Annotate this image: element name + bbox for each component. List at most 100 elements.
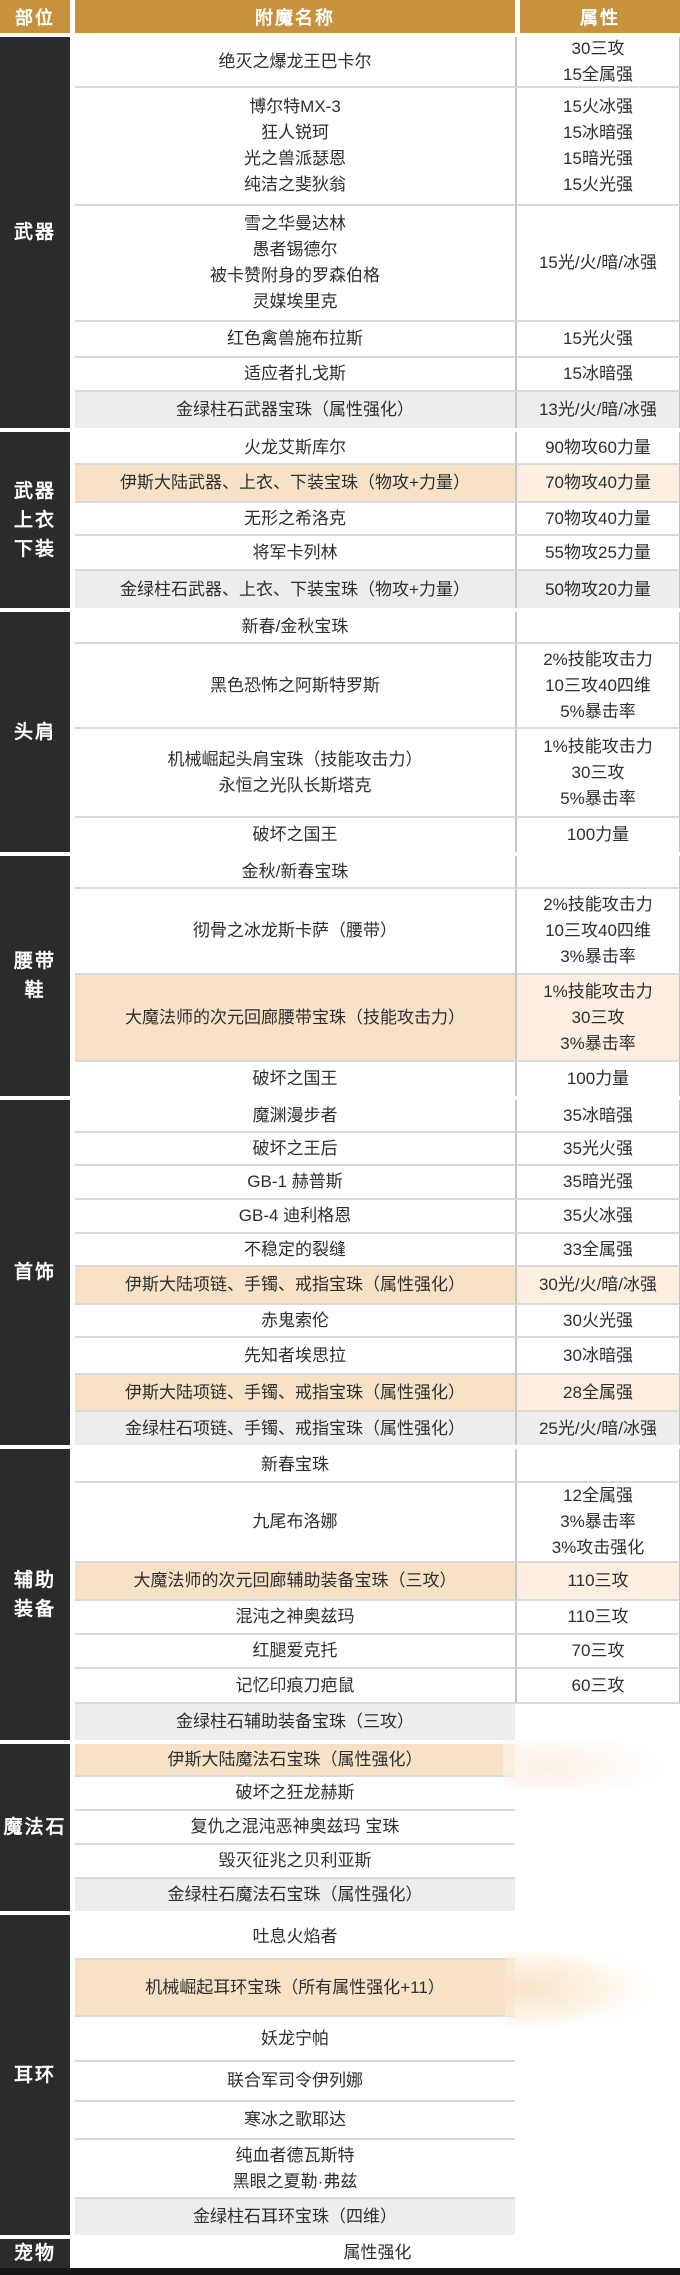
equipment-group: 耳环 吐息火焰者 机械崛起耳环宝珠（所有属性强化+11） 妖龙宁帕 联合军司令伊列娜 寒冰…: [0, 1915, 680, 2235]
attr-cell: 50物攻20力量: [515, 571, 680, 608]
table-row: 混沌之神奥兹玛 110三攻: [75, 1601, 680, 1635]
enchant-name-cell: 雪之华曼达林 愚者锡德尔 被卡赞附身的罗森伯格 灵媒埃里克: [75, 206, 515, 322]
text-line: GB-4 迪利格恩: [238, 1206, 352, 1225]
text-line: 灵媒埃里克: [252, 292, 338, 311]
enchant-name-cell: 适应者扎戈斯: [75, 358, 515, 392]
text-line: 寒冰之歌耶达: [244, 2110, 346, 2129]
table-row: 吐息火焰者: [75, 1915, 680, 1960]
text-line: 15全属强: [563, 64, 633, 84]
slot-label-line: 首饰: [13, 1262, 56, 1283]
table-row: 破坏之国王 100力量: [75, 1062, 680, 1096]
enchant-name-cell: 破坏之王后: [75, 1133, 515, 1166]
slot-label-line: 武器: [13, 480, 56, 502]
text-line: 2%技能攻击力: [543, 895, 653, 914]
text-line: 金绿柱石辅助装备宝珠（三攻）: [176, 1712, 414, 1731]
text-line: 无形之希洛克: [244, 508, 346, 528]
enchant-name-cell: 寒冰之歌耶达: [75, 2102, 515, 2140]
text-line: 红腿爱克托: [252, 1641, 338, 1660]
table-row: 红色禽兽施布拉斯 15光火强: [75, 322, 680, 358]
equipment-group: 宠物 属性强化: [0, 2239, 680, 2268]
attr-cell: [515, 2062, 680, 2102]
text-line: 3%暴击率: [560, 947, 636, 966]
slot-label-line: 辅助: [13, 1569, 56, 1591]
attr-cell: 100力量: [515, 1062, 680, 1096]
enchant-name-cell: 金绿柱石耳环宝珠（四维）: [75, 2199, 515, 2235]
enchant-name-cell: GB-4 迪利格恩: [75, 1200, 515, 1234]
slot-label: 耳环: [0, 1915, 70, 2235]
group-rows: 新春/金秋宝珠 黑色恐怖之阿斯特罗斯 2%技能攻击力 10三攻40四维 5%暴击率 机械崛…: [75, 612, 680, 852]
text-line: 红色禽兽施布拉斯: [227, 329, 363, 348]
text-line: 机械崛起耳环宝珠（所有属性强化+11）: [145, 1977, 445, 1997]
text-line: 被卡赞附身的罗森伯格: [210, 266, 380, 285]
text-line: 3%暴击率: [560, 1512, 636, 1531]
text-line: 3%暴击率: [560, 1033, 636, 1053]
table-row: 记忆印痕刀疤鼠 60三攻: [75, 1669, 680, 1704]
text-line: 50物攻20力量: [545, 579, 651, 599]
text-line: 70三攻: [571, 1641, 625, 1660]
text-line: 吐息火焰者: [252, 1926, 338, 1946]
enchant-name-cell: 破坏之国王: [75, 1062, 515, 1096]
attr-cell: [515, 1960, 680, 2017]
text-line: 伊斯大陆项链、手镯、戒指宝珠（属性强化）: [125, 1275, 465, 1294]
text-line: 35火冰强: [563, 1206, 633, 1225]
table-row: 绝灭之爆龙王巴卡尔 30三攻 15全属强: [75, 37, 680, 88]
table-row: 毁灭征兆之贝利亚斯: [75, 1845, 680, 1879]
text-line: 妖龙宁帕: [261, 2028, 329, 2048]
text-line: 1%技能攻击力: [543, 736, 653, 756]
enchant-name-cell: 新春/金秋宝珠: [75, 612, 515, 644]
text-line: 愚者锡德尔: [252, 240, 338, 259]
enchant-name-cell: 新春宝珠: [75, 1449, 515, 1483]
table-row: 大魔法师的次元回廊腰带宝珠（技能攻击力） 1%技能攻击力 30三攻 3%暴击率: [75, 975, 680, 1062]
text-line: 30三攻: [571, 1007, 625, 1027]
text-line: 彻骨之冰龙斯卡萨（腰带）: [193, 921, 397, 940]
enchant-name-cell: 红腿爱克托: [75, 1635, 515, 1669]
enchant-name-cell: 金秋/新春宝珠: [75, 856, 515, 889]
enchant-name-cell: 记忆印痕刀疤鼠: [75, 1669, 515, 1704]
text-line: 60三攻: [571, 1675, 625, 1695]
group-rows: 金秋/新春宝珠 彻骨之冰龙斯卡萨（腰带） 2%技能攻击力 10三攻40四维 3%暴击率大…: [75, 856, 680, 1096]
attr-cell: 70物攻40力量: [515, 465, 680, 503]
attr-cell: 35火冰强: [515, 1200, 680, 1234]
attr-cell: 12全属强 3%暴击率 3%攻击强化: [515, 1483, 680, 1563]
attr-cell: [515, 856, 680, 889]
attr-cell: 33全属强: [515, 1234, 680, 1267]
enchant-name-cell: 破坏之狂龙赫斯: [75, 1777, 515, 1811]
text-line: 混沌之神奥兹玛: [235, 1607, 355, 1626]
attr-cell: 70三攻: [515, 1635, 680, 1669]
enchant-name-cell: 纯血者德瓦斯特 黑眼之夏勒·弗兹: [75, 2140, 515, 2199]
group-rows: 属性强化: [75, 2239, 680, 2268]
slot-label: 腰带鞋: [0, 856, 70, 1096]
table-row: 雪之华曼达林 愚者锡德尔 被卡赞附身的罗森伯格 灵媒埃里克 15光/火/暗/冰强: [75, 206, 680, 322]
text-line: 破坏之国王: [252, 825, 338, 844]
header-enchant-name: 附魔名称: [75, 0, 515, 33]
table-row: 赤鬼索伦 30火光强: [75, 1305, 680, 1338]
attr-cell: 35冰暗强: [515, 1100, 680, 1133]
enchant-name-cell: 金绿柱石项链、手镯、戒指宝珠（属性强化）: [75, 1412, 515, 1445]
table-row: 金绿柱石项链、手镯、戒指宝珠（属性强化） 25光/火/暗/冰强: [75, 1412, 680, 1445]
table-row: 纯血者德瓦斯特 黑眼之夏勒·弗兹: [75, 2140, 680, 2199]
text-line: 九尾布洛娜: [252, 1512, 338, 1531]
text-line: 伊斯大陆武器、上衣、下装宝珠（物攻+力量）: [120, 473, 470, 492]
text-line: 不稳定的裂缝: [244, 1239, 346, 1259]
enchant-name-cell: 绝灭之爆龙王巴卡尔: [75, 37, 515, 88]
enchant-name-cell: 破坏之国王: [75, 818, 515, 852]
text-line: 新春宝珠: [261, 1455, 329, 1474]
attr-cell: 15光火强: [515, 322, 680, 358]
text-line: 55物攻25力量: [545, 542, 651, 562]
slot-label: 辅助 装备: [0, 1449, 70, 1740]
table-row: 金绿柱石武器宝珠（属性强化） 13光/火/暗/冰强: [75, 392, 680, 428]
attr-cell: 15光/火/暗/冰强: [515, 206, 680, 322]
table-row: 伊斯大陆魔法石宝珠（属性强化）: [75, 1740, 680, 1789]
text-line: 5%暴击率: [560, 701, 636, 721]
text-line: 破坏之国王: [252, 1069, 338, 1088]
table-row: 九尾布洛娜 12全属强 3%暴击率 3%攻击强化: [75, 1483, 680, 1563]
text-line: 新春/金秋宝珠: [241, 617, 349, 636]
text-line: 破坏之狂龙赫斯: [235, 1783, 355, 1802]
attr-cell: [515, 2140, 680, 2199]
text-line: 12全属强: [563, 1486, 633, 1505]
text-line: 1%技能攻击力: [543, 981, 653, 1001]
attr-cell: [515, 1777, 680, 1811]
table-row: 金绿柱石辅助装备宝珠（三攻）: [75, 1704, 680, 1740]
text-line: 100力量: [566, 825, 630, 844]
text-line: 毁灭征兆之贝利亚斯: [218, 1851, 372, 1870]
